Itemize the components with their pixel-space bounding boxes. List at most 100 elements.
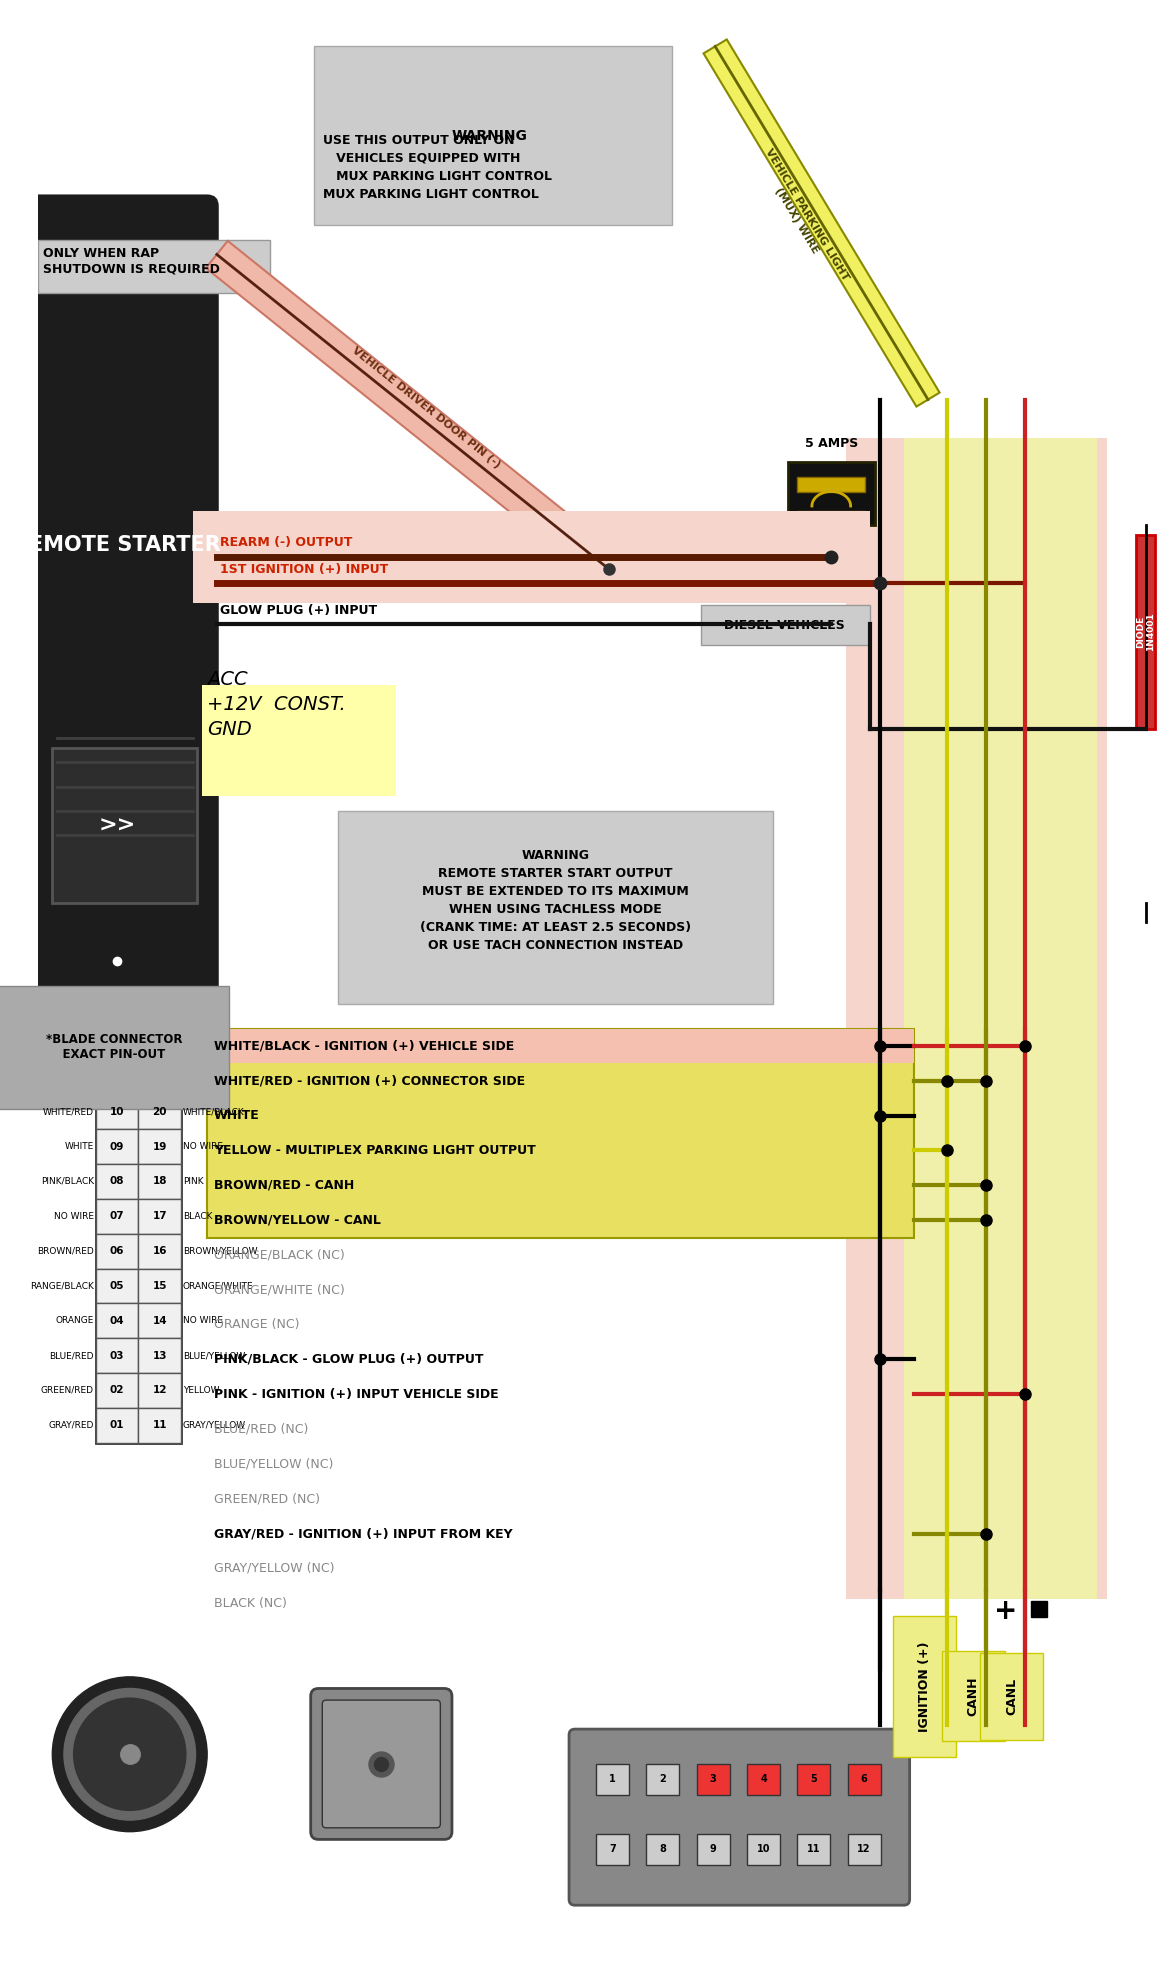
Bar [53,749,197,902]
Bar [139,1373,181,1409]
Text: GRAY/YELLOW (NC): GRAY/YELLOW (NC) [214,1562,334,1574]
Text: 3: 3 [710,1775,717,1785]
Bar [848,1834,881,1864]
FancyBboxPatch shape [311,1688,452,1840]
Text: WHITE/RED - IGNITION (+) CONNECTOR SIDE: WHITE/RED - IGNITION (+) CONNECTOR SIDE [214,1074,526,1087]
Text: NO WIRE: NO WIRE [183,1143,223,1150]
Bar [96,1338,139,1373]
Text: 06: 06 [110,1247,125,1257]
Text: 19: 19 [153,1141,167,1152]
Text: NO WIRE: NO WIRE [183,1316,223,1326]
Bar [139,1200,181,1233]
Text: 20: 20 [153,1107,167,1117]
Text: WHITE/BLACK: WHITE/BLACK [183,1107,245,1117]
Text: 10: 10 [110,1107,125,1117]
Bar [798,477,865,491]
Text: GREEN/RED: GREEN/RED [41,1387,93,1395]
Polygon shape [206,240,619,583]
Text: 4: 4 [760,1775,767,1785]
Bar [646,1834,680,1864]
Bar [202,686,396,796]
Text: GLOW PLUG (+) INPUT: GLOW PLUG (+) INPUT [220,605,377,617]
Bar [748,1763,780,1795]
Text: 11: 11 [153,1420,167,1430]
Text: 1ST IGNITION (+) INPUT: 1ST IGNITION (+) INPUT [220,563,388,577]
Text: 12: 12 [153,1385,167,1395]
Circle shape [53,1676,207,1832]
Text: 09: 09 [110,1141,124,1152]
Bar [139,1095,181,1129]
Text: REARM (-) OUTPUT: REARM (-) OUTPUT [220,536,352,550]
Text: VEHICLE PARKING LIGHT
(MUX) WIRE: VEHICLE PARKING LIGHT (MUX) WIRE [753,146,850,288]
Text: DIODE
1N4001: DIODE 1N4001 [1136,613,1155,652]
Text: ACC
+12V  CONST.
GND: ACC +12V CONST. GND [207,670,346,739]
Text: ORANGE: ORANGE [56,1316,93,1326]
Bar [96,1095,181,1442]
Text: 5: 5 [811,1775,818,1785]
Bar [139,1233,181,1269]
Text: WHITE/RED: WHITE/RED [43,1107,93,1117]
Text: 18: 18 [153,1176,167,1186]
Text: YELLOW: YELLOW [183,1387,220,1395]
Text: ORANGE/WHITE (NC): ORANGE/WHITE (NC) [214,1282,345,1296]
Bar [848,1763,881,1795]
Text: BLUE/YELLOW (NC): BLUE/YELLOW (NC) [214,1458,333,1470]
Text: 17: 17 [152,1212,167,1221]
Polygon shape [703,39,939,406]
Text: RANGE/BLACK: RANGE/BLACK [30,1280,93,1290]
Text: 9: 9 [710,1844,717,1854]
Text: BLACK: BLACK [183,1212,213,1221]
Bar [139,1269,181,1304]
Text: 8: 8 [660,1844,666,1854]
Bar [96,1409,139,1442]
Text: +: + [994,1598,1017,1625]
Bar [96,1304,139,1338]
Text: 10: 10 [757,1844,770,1854]
Text: 08: 08 [110,1176,125,1186]
Text: USE THIS OUTPUT ONLY ON
   VEHICLES EQUIPPED WITH
   MUX PARKING LIGHT CONTROL
M: USE THIS OUTPUT ONLY ON VEHICLES EQUIPPE… [324,134,552,201]
Text: ORANGE/BLACK (NC): ORANGE/BLACK (NC) [214,1249,345,1261]
Text: 14: 14 [152,1316,167,1326]
Text: ORANGE/WHITE: ORANGE/WHITE [183,1280,253,1290]
Bar [1136,536,1155,729]
Bar [313,47,672,225]
Text: 07: 07 [110,1212,125,1221]
Text: WARNING: WARNING [452,130,528,144]
Text: BLUE/RED: BLUE/RED [49,1351,93,1359]
FancyBboxPatch shape [569,1730,910,1905]
Bar [139,1164,181,1200]
Text: CANH: CANH [967,1676,980,1716]
Bar [846,437,1107,1600]
Bar [207,1028,913,1064]
Bar [207,1028,913,1237]
Text: 01: 01 [110,1420,125,1430]
Text: NO WIRE: NO WIRE [54,1212,93,1221]
Circle shape [64,1688,195,1820]
Text: 12: 12 [857,1844,871,1854]
Bar [96,1129,139,1164]
Text: ORANGE (NC): ORANGE (NC) [214,1318,299,1332]
Text: BLUE/YELLOW: BLUE/YELLOW [183,1351,245,1359]
Text: 15: 15 [153,1280,167,1290]
Text: GRAY/YELLOW: GRAY/YELLOW [183,1420,246,1430]
Text: WHITE: WHITE [64,1143,93,1150]
Text: 04: 04 [110,1316,125,1326]
Text: GRAY/RED: GRAY/RED [49,1420,93,1430]
Text: BLACK (NC): BLACK (NC) [214,1598,287,1609]
FancyBboxPatch shape [16,195,218,1107]
Text: BROWN/RED: BROWN/RED [37,1247,93,1255]
Text: CANL: CANL [1006,1678,1018,1714]
Text: ONLY WHEN RAP
SHUTDOWN IS REQUIRED: ONLY WHEN RAP SHUTDOWN IS REQUIRED [43,246,220,276]
Bar [798,1763,830,1795]
Text: 6: 6 [861,1775,868,1785]
Text: YELLOW - MULTIPLEX PARKING LIGHT OUTPUT: YELLOW - MULTIPLEX PARKING LIGHT OUTPUT [214,1145,536,1156]
Bar [96,1269,139,1304]
Text: 03: 03 [110,1351,125,1361]
Bar [193,510,870,603]
Bar [338,812,773,1005]
Text: PINK - IGNITION (+) INPUT VEHICLE SIDE: PINK - IGNITION (+) INPUT VEHICLE SIDE [214,1387,499,1401]
Text: BROWN/YELLOW: BROWN/YELLOW [183,1247,257,1255]
Bar [646,1763,680,1795]
Text: BROWN/RED - CANH: BROWN/RED - CANH [214,1178,354,1192]
Bar [96,1233,139,1269]
